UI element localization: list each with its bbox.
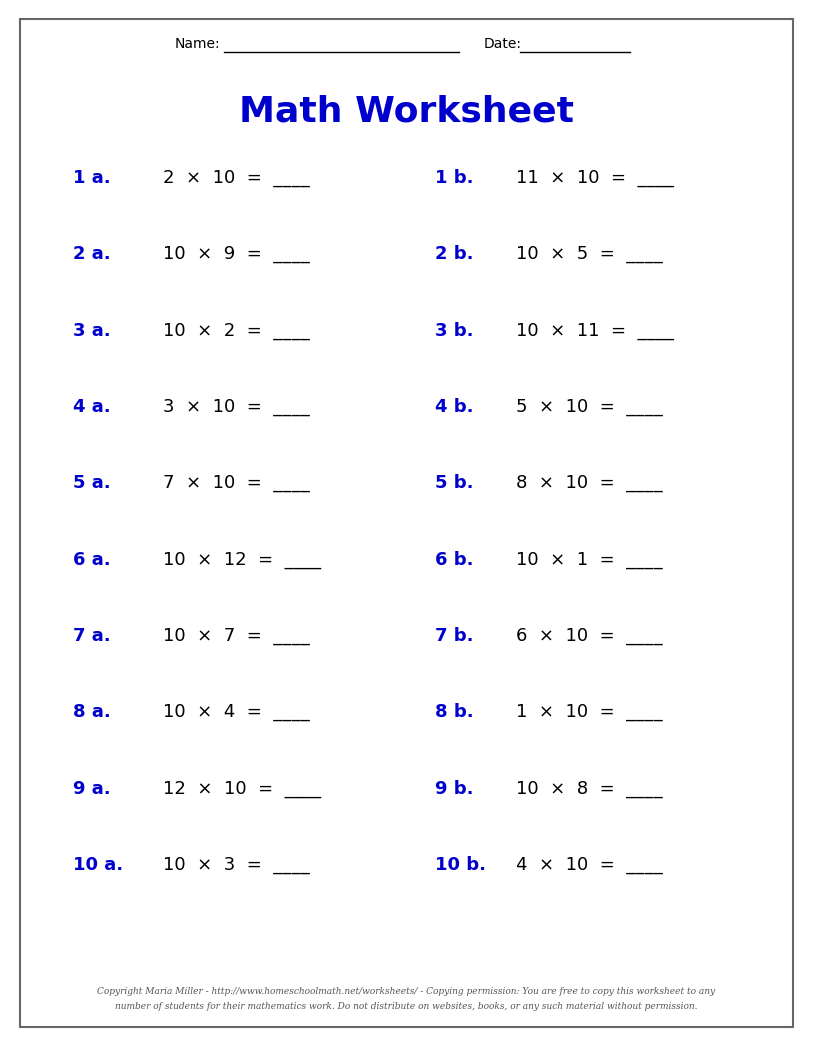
Text: 3  ×  10  =  ____: 3 × 10 = ____: [163, 397, 310, 416]
Text: 8 a.: 8 a.: [73, 703, 111, 722]
Text: 10  ×  7  =  ____: 10 × 7 = ____: [163, 627, 310, 645]
Text: 10  ×  4  =  ____: 10 × 4 = ____: [163, 703, 310, 722]
Text: 7  ×  10  =  ____: 7 × 10 = ____: [163, 474, 310, 493]
Text: Name:: Name:: [175, 37, 220, 51]
Text: Math Worksheet: Math Worksheet: [239, 95, 574, 129]
Text: 10  ×  11  =  ____: 10 × 11 = ____: [516, 321, 674, 340]
Text: 4 b.: 4 b.: [435, 397, 473, 416]
Text: 6 a.: 6 a.: [73, 550, 111, 569]
Text: 10 a.: 10 a.: [73, 856, 124, 874]
Text: 6  ×  10  =  ____: 6 × 10 = ____: [516, 627, 663, 645]
Text: 10  ×  5  =  ____: 10 × 5 = ____: [516, 245, 663, 264]
Text: 10  ×  3  =  ____: 10 × 3 = ____: [163, 856, 310, 874]
Text: Date:: Date:: [484, 37, 522, 51]
Text: 2  ×  10  =  ____: 2 × 10 = ____: [163, 168, 310, 187]
Text: 5 a.: 5 a.: [73, 474, 111, 493]
Text: 3 b.: 3 b.: [435, 321, 473, 340]
Text: 8 b.: 8 b.: [435, 703, 474, 722]
Text: 4 a.: 4 a.: [73, 397, 111, 416]
Text: 1  ×  10  =  ____: 1 × 10 = ____: [516, 703, 663, 722]
Text: 9 a.: 9 a.: [73, 779, 111, 798]
Text: 3 a.: 3 a.: [73, 321, 111, 340]
Text: 9 b.: 9 b.: [435, 779, 473, 798]
Text: 10  ×  2  =  ____: 10 × 2 = ____: [163, 321, 310, 340]
Text: 10  ×  8  =  ____: 10 × 8 = ____: [516, 779, 663, 798]
Text: 11  ×  10  =  ____: 11 × 10 = ____: [516, 168, 674, 187]
Text: 1 b.: 1 b.: [435, 168, 473, 187]
Text: 4  ×  10  =  ____: 4 × 10 = ____: [516, 856, 663, 874]
Text: 10  ×  12  =  ____: 10 × 12 = ____: [163, 550, 320, 569]
Text: 7 b.: 7 b.: [435, 627, 473, 645]
Text: 10 b.: 10 b.: [435, 856, 486, 874]
Text: 7 a.: 7 a.: [73, 627, 111, 645]
Text: Copyright Maria Miller - http://www.homeschoolmath.net/worksheets/ - Copying per: Copyright Maria Miller - http://www.home…: [98, 987, 715, 996]
Text: 5  ×  10  =  ____: 5 × 10 = ____: [516, 397, 663, 416]
Text: number of students for their mathematics work. Do not distribute on websites, bo: number of students for their mathematics…: [115, 1002, 698, 1010]
Text: 12  ×  10  =  ____: 12 × 10 = ____: [163, 779, 320, 798]
Text: 2 a.: 2 a.: [73, 245, 111, 264]
Text: 1 a.: 1 a.: [73, 168, 111, 187]
Text: 10  ×  9  =  ____: 10 × 9 = ____: [163, 245, 310, 264]
Text: 10  ×  1  =  ____: 10 × 1 = ____: [516, 550, 663, 569]
Text: 8  ×  10  =  ____: 8 × 10 = ____: [516, 474, 663, 493]
Text: 6 b.: 6 b.: [435, 550, 473, 569]
Text: 5 b.: 5 b.: [435, 474, 473, 493]
Text: 2 b.: 2 b.: [435, 245, 473, 264]
